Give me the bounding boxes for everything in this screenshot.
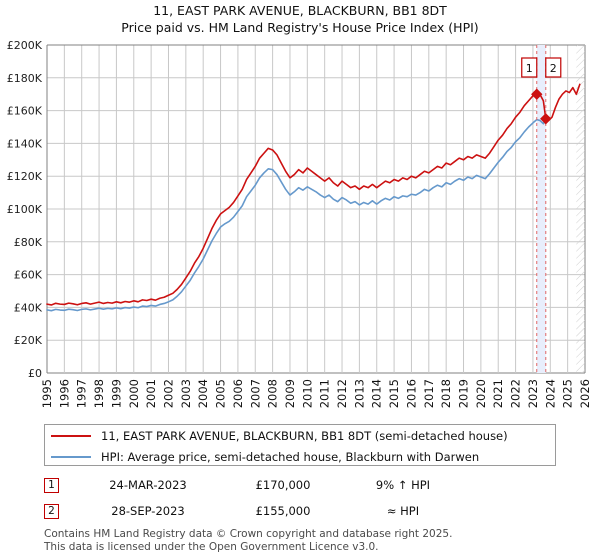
x-tick-label: 2025 — [561, 379, 575, 408]
footer-line-2: This data is licensed under the Open Gov… — [44, 540, 379, 553]
sale-hpi-delta-2: ≈ HPI — [386, 504, 420, 518]
x-tick-label: 2009 — [283, 379, 297, 408]
chart-title-line-1: 11, EAST PARK AVENUE, BLACKBURN, BB1 8DT — [153, 3, 447, 18]
x-tick-label: 2002 — [161, 379, 175, 408]
legend-item-hpi: HPI: Average price, semi-detached house,… — [45, 446, 555, 467]
sale-hpi-delta-1: 9% ↑ HPI — [375, 478, 431, 492]
y-tick-label: £160K — [7, 105, 43, 118]
x-axis-tick-labels: 1995 1996 1997 1998 1999 2000 2001 2002 2003 2004… — [40, 379, 592, 408]
y-tick-label: £100K — [7, 203, 43, 216]
x-tick-label: 1995 — [40, 379, 54, 408]
x-tick-label: 2014 — [370, 379, 384, 408]
y-axis-tick-labels: £0 £20K £40K £60K £80K £100K £120K £140K £160K £1… — [7, 39, 43, 380]
x-tick-label: 2001 — [144, 379, 158, 408]
y-tick-label: £200K — [7, 39, 43, 52]
series-line-hpi — [46, 118, 547, 312]
legend-label-hpi: HPI: Average price, semi-detached house,… — [101, 449, 480, 464]
legend-label-price-paid: 11, EAST PARK AVENUE, BLACKBURN, BB1 8DT… — [101, 428, 508, 443]
sale-date-2: 28-SEP-2023 — [111, 504, 185, 518]
x-tick-label: 2003 — [179, 379, 193, 408]
data-series-lines — [46, 83, 581, 312]
sales-history-table: 1 24-MAR-2023 £170,000 9% ↑ HPI 2 28-SEP… — [44, 472, 556, 524]
sale-marker-label: 1 — [526, 62, 533, 75]
legend-item-price-paid: 11, EAST PARK AVENUE, BLACKBURN, BB1 8DT… — [45, 425, 555, 446]
y-tick-label: £80K — [14, 236, 43, 249]
x-tick-label: 2000 — [127, 379, 141, 408]
sale-date-1: 24-MAR-2023 — [109, 478, 187, 492]
y-tick-label: £60K — [14, 269, 43, 282]
sale-marker-box — [521, 57, 538, 78]
sale-price-1: £170,000 — [255, 478, 311, 492]
x-tick-label: 2006 — [231, 379, 245, 408]
x-tick-label: 1997 — [75, 379, 89, 408]
x-tick-label: 2004 — [196, 379, 210, 408]
y-tick-label: £120K — [7, 170, 43, 183]
chart-title: 11, EAST PARK AVENUE, BLACKBURN, BB1 8DT… — [0, 2, 600, 36]
sale-marker-badge-2: 2 — [44, 503, 59, 519]
x-tick-label: 1996 — [57, 379, 71, 408]
sale-marker-box — [545, 57, 562, 78]
x-tick-label: 2020 — [474, 379, 488, 408]
table-row: 2 28-SEP-2023 £155,000 ≈ HPI — [44, 498, 556, 524]
y-tick-label: £180K — [7, 72, 43, 85]
sale-marker-diamond — [531, 88, 543, 100]
forecast-band — [536, 45, 585, 373]
attribution-footer: Contains HM Land Registry data © Crown c… — [44, 528, 584, 553]
x-tick-label: 2010 — [300, 379, 314, 408]
x-tick-label: 2024 — [543, 379, 557, 408]
x-tick-label: 2018 — [439, 379, 453, 408]
x-tick-label: 2026 — [578, 379, 592, 408]
x-tick-label: 2022 — [509, 379, 523, 408]
y-tick-label: £140K — [7, 137, 43, 150]
x-tick-label: 2008 — [266, 379, 280, 408]
chart-plot-area: £0 £20K £40K £60K £80K £100K £120K £140K £160K £1… — [7, 39, 592, 408]
chart-title-line-2: Price paid vs. HM Land Registry's House … — [121, 20, 479, 35]
footer-line-1: Contains HM Land Registry data © Crown c… — [44, 528, 453, 540]
x-tick-label: 2012 — [335, 379, 349, 408]
chart-legend: 11, EAST PARK AVENUE, BLACKBURN, BB1 8DT… — [44, 424, 556, 466]
y-tick-label: £0 — [28, 367, 42, 380]
table-row: 1 24-MAR-2023 £170,000 9% ↑ HPI — [44, 472, 556, 498]
x-tick-label: 2015 — [387, 379, 401, 408]
x-tick-label: 2011 — [318, 379, 332, 408]
sale-marker-label: 2 — [550, 62, 557, 75]
x-tick-label: 2017 — [422, 379, 436, 408]
y-tick-label: £20K — [14, 334, 43, 347]
y-tick-label: £40K — [14, 301, 43, 314]
x-tick-label: 1998 — [92, 379, 106, 408]
legend-swatch-price-paid — [51, 434, 91, 437]
x-tick-label: 1999 — [109, 379, 123, 408]
series-line-price-paid — [46, 83, 581, 306]
x-tick-label: 2021 — [491, 379, 505, 408]
legend-swatch-hpi — [51, 455, 91, 458]
x-tick-label: 2005 — [214, 379, 228, 408]
sale-marker-badge-1: 1 — [44, 477, 59, 493]
x-tick-label: 2007 — [248, 379, 262, 408]
grid-lines — [46, 44, 586, 374]
x-tick-label: 2016 — [404, 379, 418, 408]
x-tick-label: 2023 — [526, 379, 540, 408]
sale-marker-diamond — [540, 113, 552, 125]
x-tick-label: 2019 — [457, 379, 471, 408]
sale-price-2: £155,000 — [255, 504, 311, 518]
x-tick-label: 2013 — [352, 379, 366, 408]
